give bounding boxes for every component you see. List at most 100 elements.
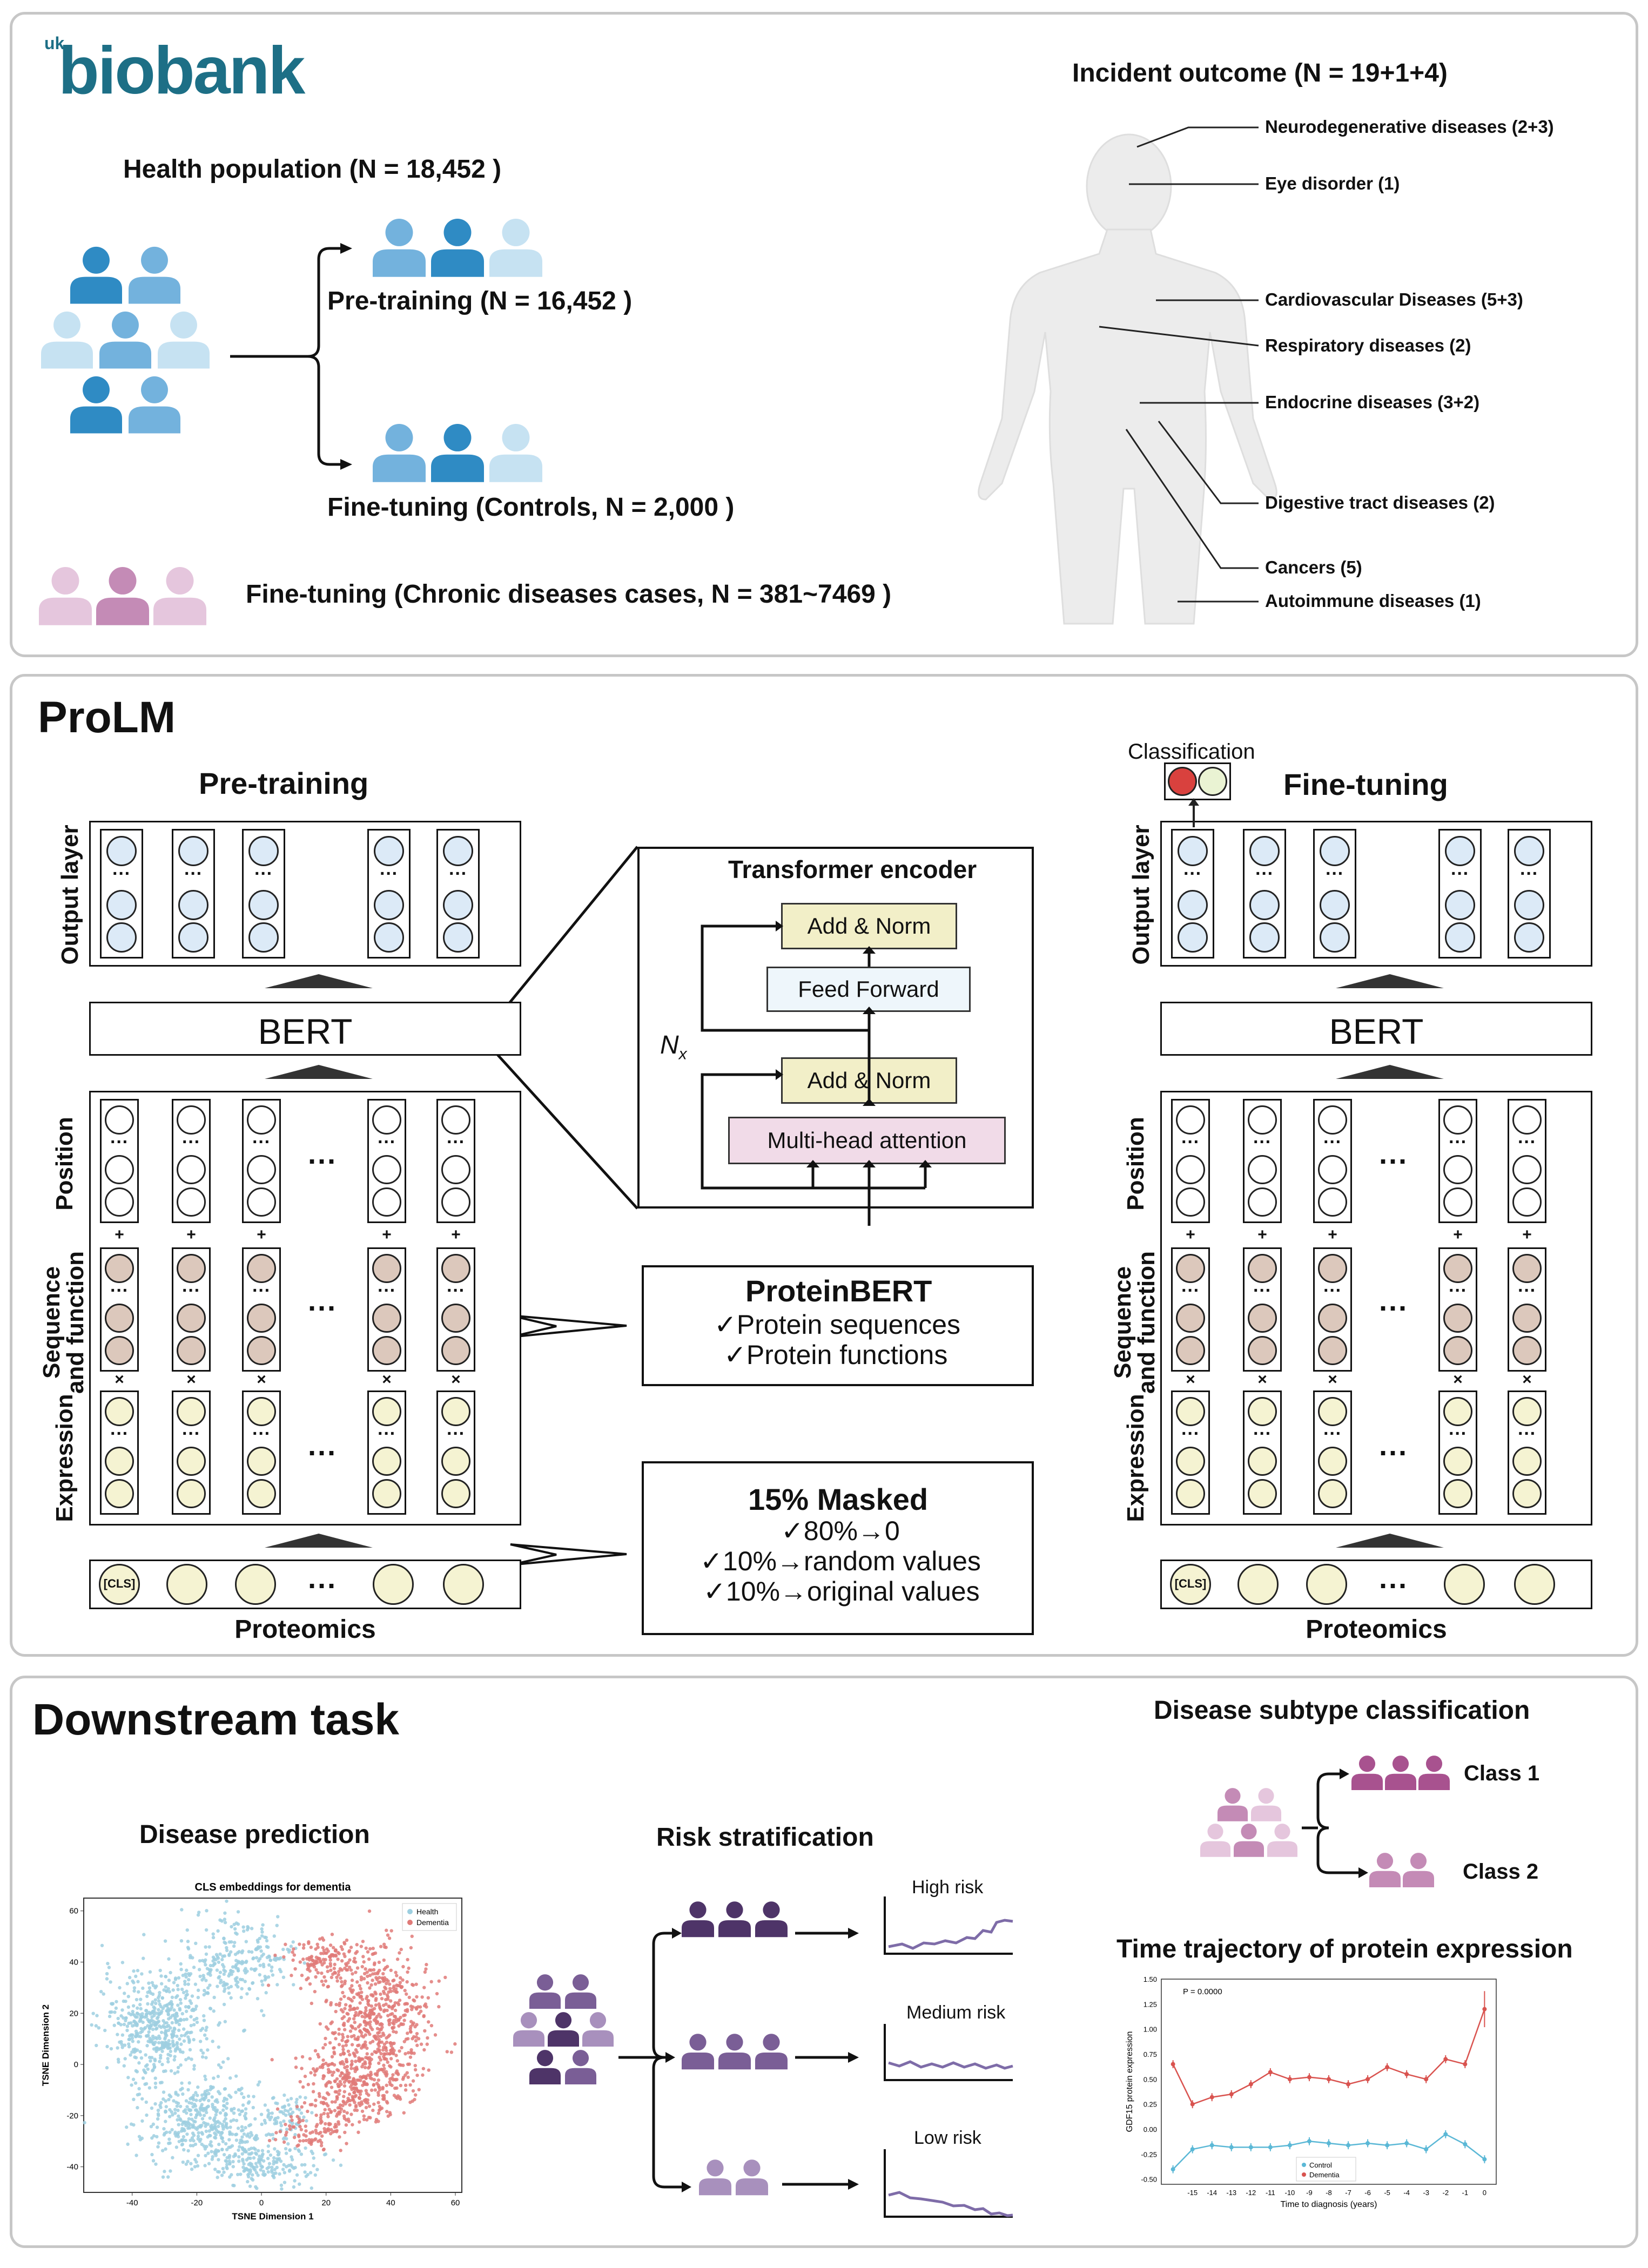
health-point [122,1999,126,2003]
health-point [293,2165,297,2170]
pretraining-bert-label: BERT [258,1011,353,1051]
health-point [171,2044,175,2048]
health-point [147,1986,152,1990]
pretraining-title: Pre-training [199,766,369,800]
health-point [151,2000,154,2004]
health-point [123,1992,126,1995]
health-point [169,2169,172,2173]
health-point [258,1936,261,1940]
pretraining-expression-circle [105,1447,134,1476]
health-point [172,2099,176,2103]
health-point [125,1982,129,1986]
health-point [248,2184,252,2188]
health-point [222,1989,226,1993]
health-point [95,2014,99,2017]
health-point [139,2007,143,2011]
health-point [293,2132,297,2137]
health-point [247,1987,252,1991]
health-point [173,2111,177,2115]
health-point [216,2149,220,2153]
health-point [181,1990,186,1995]
health-point [137,2135,142,2138]
health-point [219,2066,223,2069]
pretraining-output-vdots: ··· [112,863,131,884]
finetuning-output-circle [1249,890,1280,920]
health-point [134,1997,139,2002]
health-point [297,2149,301,2154]
health-point [166,2060,170,2064]
health-point [222,2002,226,2007]
health-point [161,2175,165,2179]
health-point [267,1955,271,1959]
health-point [295,2097,299,2102]
class2-label: Class 2 [1463,1860,1539,1884]
pretraining-label: Pre-training (N = 16,452 ) [327,287,633,315]
cohort-branch-arrows [230,243,352,470]
health-point [196,2094,199,2097]
pretraining-expression-circle [247,1447,276,1476]
health-point [289,2097,293,2101]
health-point [179,2088,183,2092]
health-point [165,2003,169,2007]
pretraining-proteomics-circle [443,1564,484,1605]
health-point [184,2108,187,2112]
health-point [286,2098,290,2102]
dementia-point [415,2073,419,2077]
health-point [120,2046,124,2049]
health-point [208,1970,212,1974]
health-point [157,2008,160,2012]
health-point [238,2145,241,2149]
finetuning-proteomics-circle [1444,1564,1485,1605]
health-point [225,2163,229,2166]
finetuning-times-op: × [1453,1371,1463,1388]
dementia-point [341,2035,345,2040]
health-point [105,1977,109,1981]
health-point [208,2007,213,2011]
health-point [186,1946,190,1949]
pretraining-position-circle [372,1155,401,1184]
health-point [220,2136,224,2141]
finetuning-position-circle [1248,1187,1277,1217]
health-point [273,2116,278,2121]
health-point [216,2120,220,2123]
health-point [166,2006,170,2010]
health-point [158,2012,162,2016]
dementia-point [387,1936,392,1940]
health-point [211,1935,216,1940]
proteinbert-item-sequences: ✓Protein sequences [714,1310,961,1340]
health-point [240,1977,245,1982]
health-point [288,2148,292,2152]
health-point [141,1986,145,1990]
health-point [191,2123,195,2127]
health-point [300,2163,304,2167]
health-point [145,2044,149,2048]
health-point [268,2153,273,2157]
finetuning-position-circle [1248,1105,1277,1135]
pretraining-plus-op: + [382,1226,392,1244]
health-point [266,2108,270,2112]
health-point [217,1960,221,1964]
health-point [291,2121,294,2125]
health-point [206,1986,210,1990]
health-point [144,2100,148,2104]
finetuning-position-circle [1176,1105,1205,1135]
health-point [173,2108,177,2111]
health-point [157,1999,161,2003]
pretraining-position-circle [247,1105,276,1135]
health-point [150,1981,154,1985]
health-point [180,2139,184,2143]
dementia-point [425,1962,428,1967]
health-point [187,2004,191,2009]
health-point [234,2118,239,2123]
health-point [241,2165,245,2169]
health-point [197,1911,201,1914]
finetuning-expression-circle [1318,1447,1347,1476]
pretraining-sequence-circle [247,1254,276,1283]
health-point [180,2143,184,2147]
pretraining-ellipsis: ··· [308,1437,337,1469]
health-point [169,1970,172,1975]
health-point [246,2179,250,2184]
health-point [291,1940,295,1944]
health-point [155,2012,159,2015]
health-point [157,2114,160,2117]
